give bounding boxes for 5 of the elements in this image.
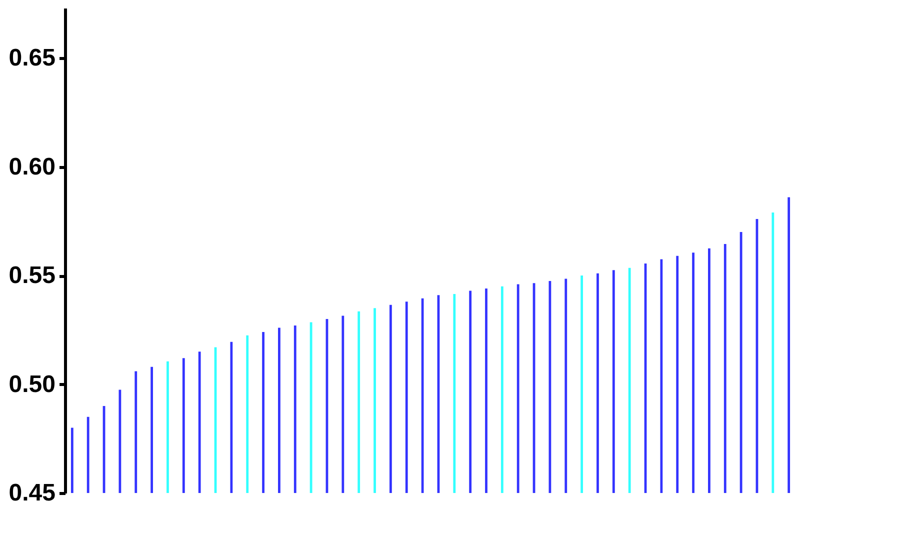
y-tick-label: 0.60 bbox=[8, 153, 56, 180]
y-tick-label: 0.50 bbox=[8, 370, 56, 398]
y-tick-label: 0.65 bbox=[8, 44, 56, 72]
y-tick-label: 0.45 bbox=[8, 480, 56, 506]
y-tick-label: 0.55 bbox=[8, 262, 56, 290]
